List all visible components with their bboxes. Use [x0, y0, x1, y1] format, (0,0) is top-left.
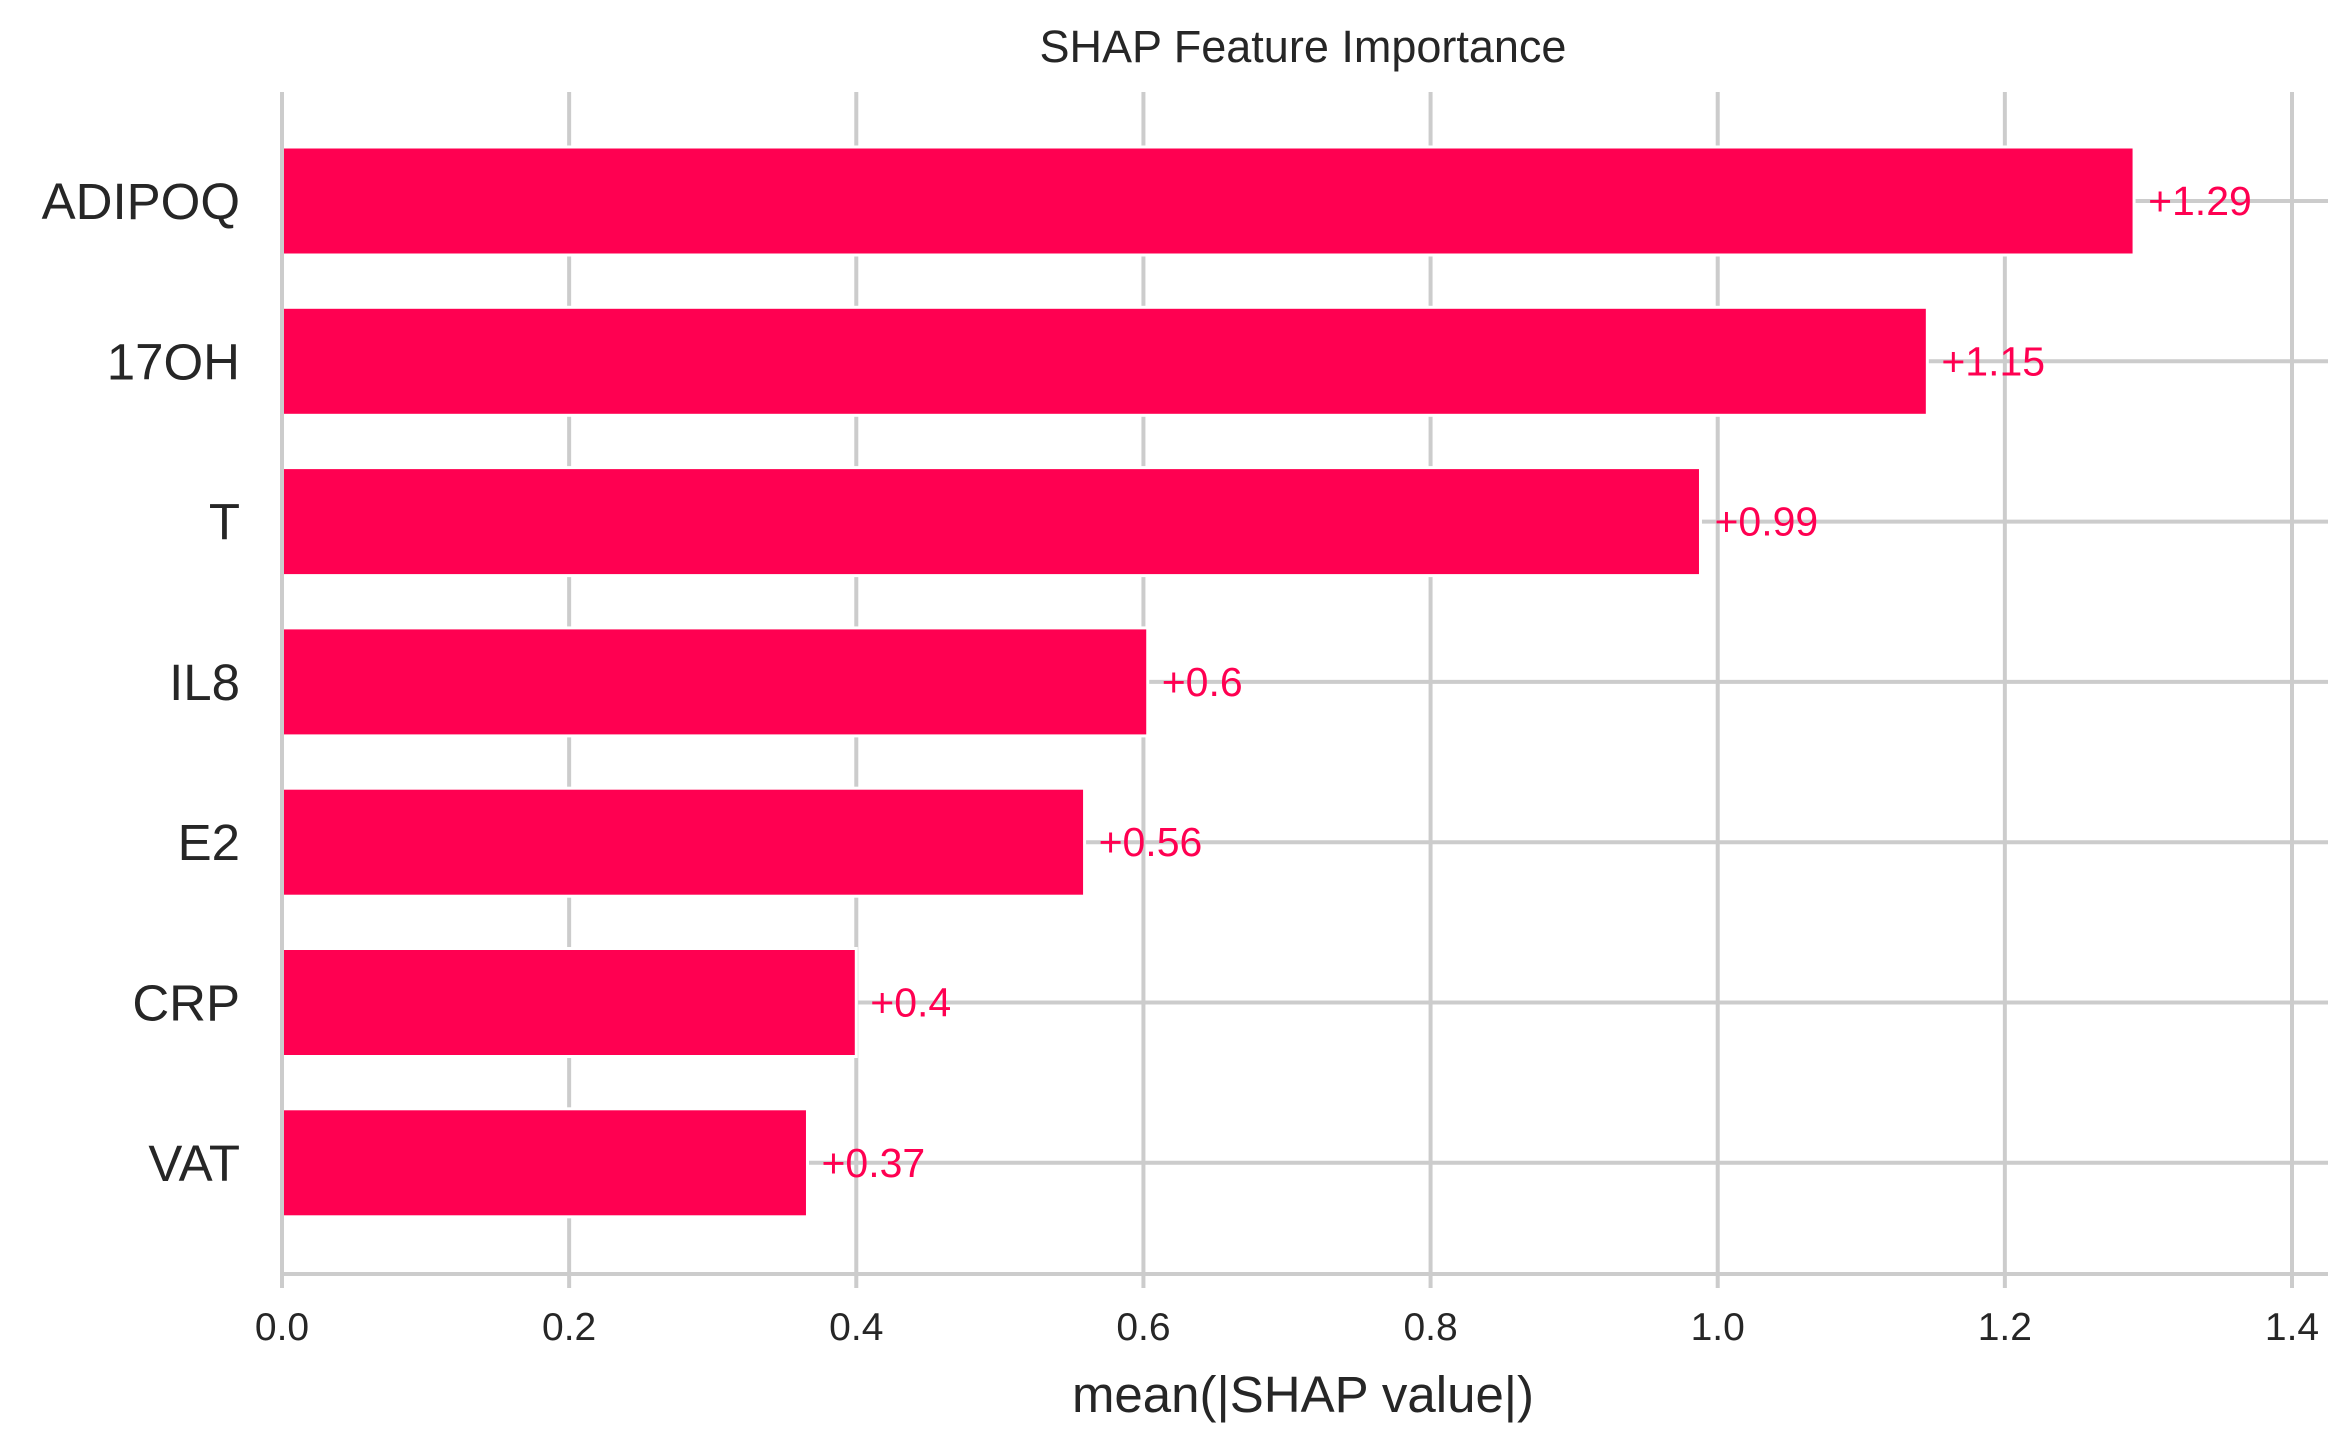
y-tick-label: ADIPOQ — [42, 173, 240, 230]
x-tick-label: 0.2 — [542, 1306, 596, 1349]
bar-value-label: +0.99 — [1714, 499, 1818, 545]
bar-value-label: +0.6 — [1162, 659, 1243, 705]
x-tick-label: 0.8 — [1403, 1306, 1457, 1349]
axis-layer: ADIPOQ 17OH T IL8 E2 CRP VAT 0.0 0.2 0.4 0.6 0.8 1.0… — [42, 92, 2328, 1349]
bar-17oh — [280, 305, 1929, 417]
bar-value-label: +0.37 — [821, 1140, 925, 1186]
bar-crp — [280, 947, 858, 1058]
x-tick-label: 0.6 — [1116, 1306, 1170, 1349]
y-tick-label: CRP — [132, 975, 240, 1032]
y-tick-label: E2 — [178, 814, 240, 871]
chart-title: SHAP Feature Importance — [1040, 21, 1567, 72]
bar-vat — [280, 1107, 809, 1219]
x-tick-label: 1.4 — [2265, 1306, 2319, 1349]
value-labels-layer: +1.29 +1.15 +0.99 +0.6 +0.56 +0.4 +0.37 — [821, 178, 2251, 1186]
bar-il8 — [280, 626, 1150, 738]
bar-t — [280, 466, 1702, 578]
x-tick-label: 1.2 — [1978, 1306, 2032, 1349]
bar-value-label: +1.15 — [1941, 338, 2045, 384]
y-tick-label: VAT — [148, 1135, 240, 1192]
y-tick-label: 17OH — [107, 333, 240, 390]
x-tick-label: 1.0 — [1691, 1306, 1745, 1349]
bar-adipoq — [280, 145, 2136, 257]
bar-e2 — [280, 786, 1087, 898]
bars-layer — [280, 145, 2136, 1219]
bar-value-label: +0.4 — [870, 980, 951, 1026]
y-tick-label: IL8 — [169, 654, 240, 711]
bar-value-label: +0.56 — [1099, 819, 1203, 865]
y-tick-label: T — [209, 494, 240, 551]
x-tick-label: 0.0 — [255, 1306, 309, 1349]
x-axis-label: mean(|SHAP value|) — [1072, 1366, 1534, 1423]
bar-value-label: +1.29 — [2148, 178, 2252, 224]
x-tick-label: 0.4 — [829, 1306, 883, 1349]
